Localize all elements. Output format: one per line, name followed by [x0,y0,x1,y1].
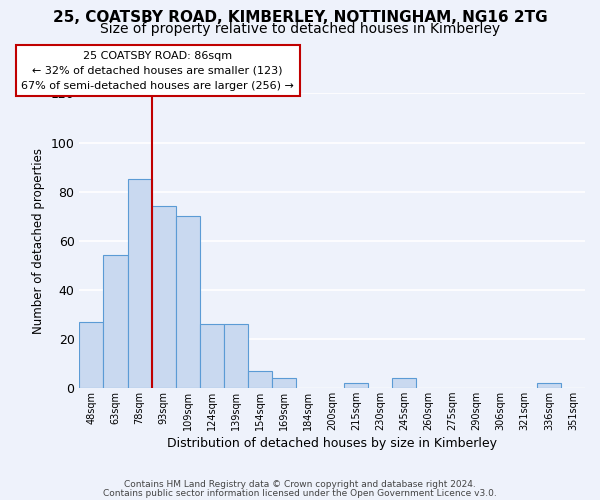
Bar [103,256,128,388]
Bar [248,370,272,388]
Y-axis label: Number of detached properties: Number of detached properties [32,148,45,334]
Text: Size of property relative to detached houses in Kimberley: Size of property relative to detached ho… [100,22,500,36]
Bar [224,324,248,388]
Text: Contains public sector information licensed under the Open Government Licence v3: Contains public sector information licen… [103,488,497,498]
X-axis label: Distribution of detached houses by size in Kimberley: Distribution of detached houses by size … [167,437,497,450]
Text: Contains HM Land Registry data © Crown copyright and database right 2024.: Contains HM Land Registry data © Crown c… [124,480,476,489]
Bar [79,322,103,388]
Bar [537,383,561,388]
Bar [128,180,152,388]
Bar [152,206,176,388]
Text: 25, COATSBY ROAD, KIMBERLEY, NOTTINGHAM, NG16 2TG: 25, COATSBY ROAD, KIMBERLEY, NOTTINGHAM,… [53,10,547,25]
Bar [200,324,224,388]
Bar [392,378,416,388]
Bar [176,216,200,388]
Bar [344,383,368,388]
Text: 25 COATSBY ROAD: 86sqm
← 32% of detached houses are smaller (123)
67% of semi-de: 25 COATSBY ROAD: 86sqm ← 32% of detached… [21,51,294,90]
Bar [272,378,296,388]
